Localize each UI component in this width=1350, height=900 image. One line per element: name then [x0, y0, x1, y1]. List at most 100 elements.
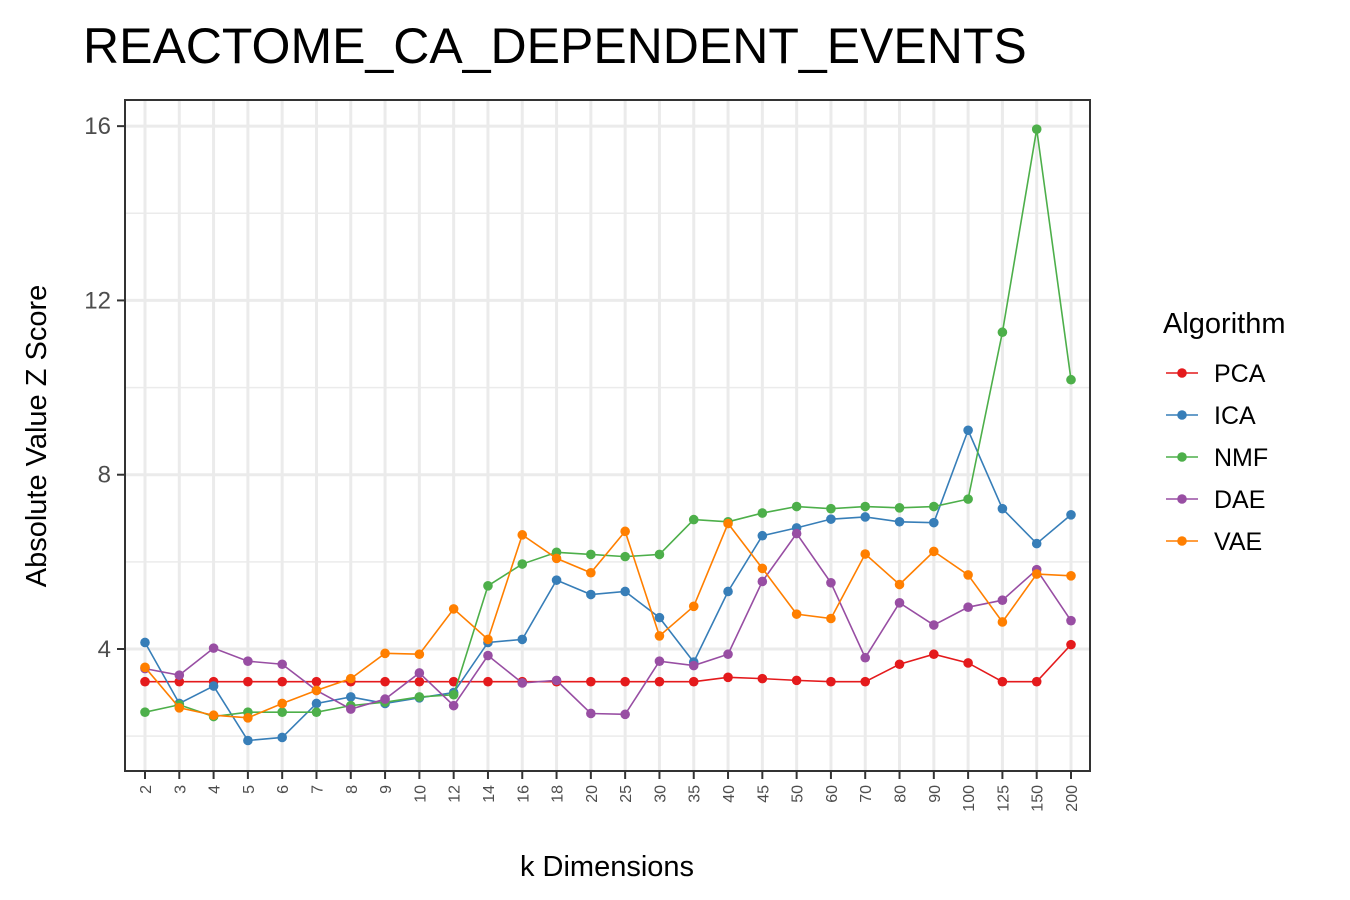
data-point-ica	[1031, 538, 1042, 549]
series-ica	[140, 425, 1076, 746]
x-axis: 2 3 4 5 6 7 8 9 10 12 14 16 18 20 25 30 35 40 45 50 60 70 80 90…	[138, 771, 1081, 812]
data-point-vae	[174, 703, 185, 713]
data-point-vae	[620, 526, 630, 537]
data-point-pca	[140, 676, 150, 687]
data-point-dae	[551, 675, 562, 686]
data-point-vae	[517, 530, 528, 540]
series-group	[140, 124, 1076, 746]
data-point-pca	[1031, 676, 1042, 687]
data-point-pca	[1066, 639, 1076, 650]
x-tick-label: 4	[207, 785, 224, 794]
x-tick-label: 100	[961, 785, 978, 812]
data-point-vae	[414, 649, 425, 660]
data-point-pca	[791, 675, 802, 686]
x-tick-label: 50	[790, 785, 807, 803]
legend-item-ica: ICA	[1166, 402, 1256, 430]
data-point-ica	[277, 732, 287, 743]
x-tick-label: 8	[344, 785, 361, 794]
data-point-ica	[929, 517, 939, 528]
x-tick-label: 70	[858, 785, 875, 803]
data-point-nmf	[517, 559, 528, 569]
series-vae	[140, 518, 1076, 723]
data-point-vae	[826, 613, 836, 624]
series-line-nmf	[144, 129, 1072, 718]
data-point-ica	[757, 530, 768, 541]
x-tick-label: 150	[1030, 785, 1047, 812]
data-point-vae	[483, 634, 493, 645]
data-point-ica	[243, 735, 253, 746]
x-tick-label: 3	[172, 785, 189, 794]
legend-key-point	[1177, 494, 1187, 504]
legend-item-dae: DAE	[1166, 486, 1265, 514]
data-point-dae	[174, 670, 185, 680]
data-point-dae	[860, 652, 871, 663]
data-point-vae	[551, 553, 562, 564]
x-tick-label: 20	[584, 785, 601, 803]
data-point-pca	[997, 676, 1008, 687]
data-point-dae	[757, 576, 768, 587]
x-tick-label: 12	[447, 785, 464, 803]
data-point-vae	[1066, 571, 1076, 581]
data-point-ica	[208, 681, 219, 691]
x-tick-label: 9	[378, 785, 395, 794]
data-point-pca	[277, 676, 287, 687]
data-point-pca	[620, 676, 630, 687]
data-point-dae	[517, 678, 528, 688]
data-point-vae	[688, 601, 699, 612]
data-point-dae	[894, 598, 905, 608]
data-point-vae	[345, 673, 356, 684]
data-point-dae	[791, 528, 802, 539]
data-point-vae	[277, 698, 287, 709]
data-point-nmf	[586, 549, 596, 560]
data-point-pca	[483, 676, 493, 687]
x-tick-label: 25	[618, 785, 635, 803]
data-point-dae	[723, 649, 733, 660]
data-point-nmf	[414, 692, 425, 702]
chart-title: REACTOME_CA_DEPENDENT_EVENTS	[83, 18, 1027, 74]
x-tick-label: 90	[927, 785, 944, 803]
y-tick-label: 16	[84, 113, 111, 140]
data-point-nmf	[277, 707, 287, 717]
data-point-dae	[380, 694, 390, 704]
data-point-nmf	[997, 327, 1008, 338]
data-point-dae	[277, 659, 287, 670]
data-point-nmf	[140, 707, 150, 717]
y-axis-label: Absolute Value Z Score	[21, 285, 53, 588]
data-point-vae	[723, 518, 733, 529]
data-point-vae	[791, 609, 802, 619]
data-point-dae	[483, 650, 493, 661]
data-point-nmf	[860, 501, 871, 512]
data-point-ica	[517, 634, 528, 645]
panel-border	[124, 99, 1091, 772]
data-point-vae	[243, 713, 253, 723]
data-point-dae	[620, 709, 630, 720]
data-point-ica	[860, 512, 871, 522]
data-point-nmf	[894, 503, 905, 513]
data-point-dae	[243, 656, 253, 666]
data-point-vae	[208, 710, 219, 721]
data-point-pca	[448, 676, 459, 687]
x-tick-label: 125	[995, 785, 1012, 812]
y-tick-label: 12	[84, 287, 111, 314]
data-point-ica	[997, 503, 1008, 514]
x-tick-label: 14	[481, 785, 498, 803]
x-tick-label: 35	[687, 785, 704, 803]
series-line-vae	[144, 521, 1072, 719]
x-tick-label: 10	[412, 785, 429, 803]
data-point-pca	[929, 649, 939, 660]
data-point-pca	[414, 676, 425, 687]
grid	[125, 100, 1090, 771]
x-tick-label: 2	[138, 785, 155, 794]
data-point-dae	[586, 708, 596, 719]
data-point-dae	[414, 668, 425, 678]
data-point-pca	[826, 676, 836, 687]
series-line-dae	[144, 532, 1072, 716]
data-point-vae	[140, 662, 150, 673]
data-point-pca	[894, 659, 905, 670]
data-point-ica	[551, 575, 562, 585]
data-point-vae	[929, 546, 939, 557]
data-point-ica	[620, 586, 630, 597]
legend-item-pca: PCA	[1166, 360, 1266, 388]
x-tick-label: 18	[550, 785, 567, 803]
